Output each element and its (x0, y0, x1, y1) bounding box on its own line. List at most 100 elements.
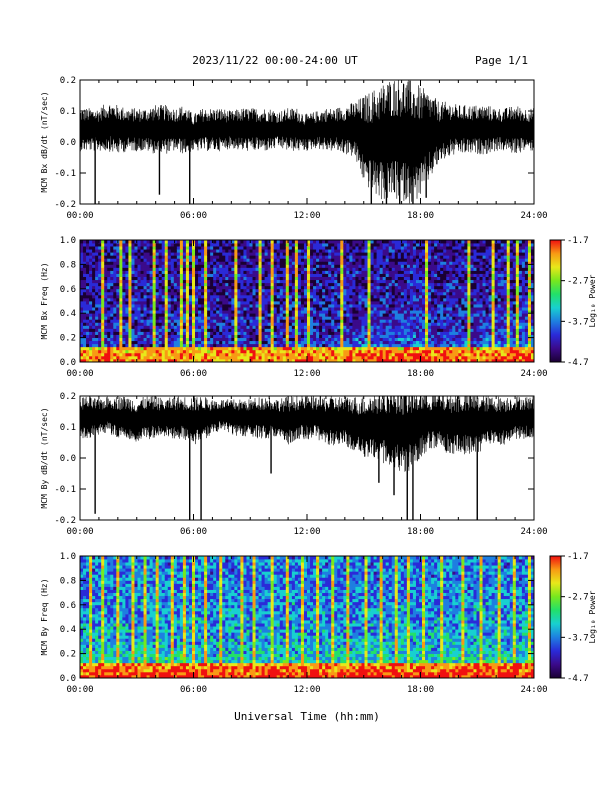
heatmap-cell (385, 255, 390, 259)
heatmap-cell (367, 328, 371, 332)
heatmap-cell (137, 267, 141, 271)
heatmap-cell (443, 276, 447, 281)
heatmap-cell (222, 240, 226, 244)
heatmap-cell (255, 297, 259, 302)
heatmap-cell (207, 346, 211, 351)
heatmap-cell (446, 279, 450, 284)
heatmap-cell (140, 264, 144, 268)
heatmap-cell (234, 307, 238, 311)
heatmap-cell (415, 294, 420, 299)
heatmap-cell (352, 279, 356, 284)
heatmap-cell (382, 328, 387, 332)
heatmap-cell (307, 319, 311, 323)
heatmap-cell (385, 288, 390, 293)
heatmap-cell (313, 310, 317, 314)
heatmap-cell (288, 307, 293, 311)
heatmap-cell (446, 240, 450, 244)
heatmap-cell (128, 310, 132, 314)
heatmap-cell (370, 276, 374, 281)
heatmap-cell (379, 346, 384, 351)
heatmap-cell (191, 304, 196, 308)
heatmap-cell (228, 288, 232, 293)
heatmap-cell (191, 285, 196, 290)
heatmap-cell (264, 249, 269, 253)
heatmap-cell (182, 331, 187, 335)
heatmap-cell (116, 355, 120, 360)
heatmap-cell (243, 282, 247, 287)
heatmap-cell (191, 261, 196, 265)
heatmap-cell (385, 297, 390, 302)
heatmap-cell (294, 358, 299, 363)
heatmap-cell (158, 264, 163, 268)
heatmap-cell (95, 285, 99, 290)
heatmap-cell (210, 334, 214, 338)
heatmap-cell (288, 288, 293, 293)
heatmap-cell (234, 261, 238, 265)
heatmap-cell (440, 297, 444, 302)
heatmap-cell (400, 285, 405, 290)
heatmap-cell (325, 264, 329, 268)
heatmap-cell (149, 243, 154, 247)
heatmap-cell (358, 249, 362, 253)
heatmap-cell (213, 337, 217, 342)
heatmap-cell (234, 297, 238, 302)
heatmap-cell (182, 261, 187, 265)
heatmap-cell (276, 352, 281, 357)
heatmap-cell (107, 313, 111, 317)
heatmap-cell (264, 334, 269, 338)
heatmap-cell (201, 255, 205, 259)
heatmap-cell (446, 304, 450, 308)
heatmap-cell (131, 282, 135, 287)
heatmap-cell (98, 331, 102, 335)
heatmap-cell (92, 273, 96, 277)
heatmap-cell (128, 249, 132, 253)
heatmap-cell (373, 340, 378, 345)
heatmap-cell (198, 358, 202, 363)
heatmap-cell (343, 331, 347, 335)
heatmap-cell (379, 243, 384, 247)
heatmap-cell (388, 301, 393, 305)
heatmap-cell (237, 291, 241, 296)
heatmap-cell (125, 288, 129, 293)
heatmap-cell (443, 319, 447, 323)
heatmap-cell (173, 255, 178, 259)
heatmap-cell (237, 301, 241, 305)
heatmap-cell (431, 322, 435, 326)
heatmap-cell (113, 331, 117, 335)
heatmap-cell (195, 331, 199, 335)
heatmap-cell (412, 352, 417, 357)
heatmap-cell (210, 337, 214, 342)
heatmap-cell (185, 294, 190, 299)
heatmap-cell (255, 346, 259, 351)
heatmap-cell (204, 279, 208, 284)
heatmap-cell (173, 352, 178, 357)
heatmap-cell (440, 337, 444, 342)
heatmap-cell (161, 310, 166, 314)
heatmap-cell (240, 304, 244, 308)
heatmap-cell (207, 282, 211, 287)
heatmap-cell (382, 334, 387, 338)
heatmap-cell (373, 240, 378, 244)
heatmap-cell (449, 285, 453, 290)
heatmap-cell (412, 270, 417, 274)
heatmap-cell (415, 352, 420, 357)
heatmap-cell (246, 355, 250, 360)
heatmap-cell (158, 273, 163, 277)
heatmap-cell (370, 270, 374, 274)
heatmap-cell (225, 328, 229, 332)
heatmap-cell (440, 270, 444, 274)
heatmap-cell (328, 316, 332, 320)
heatmap-cell (134, 240, 138, 244)
heatmap-cell (361, 337, 365, 342)
heatmap-cell (428, 337, 432, 342)
heatmap-cell (191, 349, 196, 354)
heatmap-cell (131, 355, 135, 360)
heatmap-cell (403, 258, 408, 262)
heatmap-cell (161, 285, 166, 290)
heatmap-cell (337, 276, 341, 281)
heatmap-cell (288, 325, 293, 329)
heatmap-cell (92, 328, 96, 332)
heatmap-cell (116, 307, 120, 311)
heatmap-cell (364, 337, 368, 342)
heatmap-cell (391, 273, 396, 277)
